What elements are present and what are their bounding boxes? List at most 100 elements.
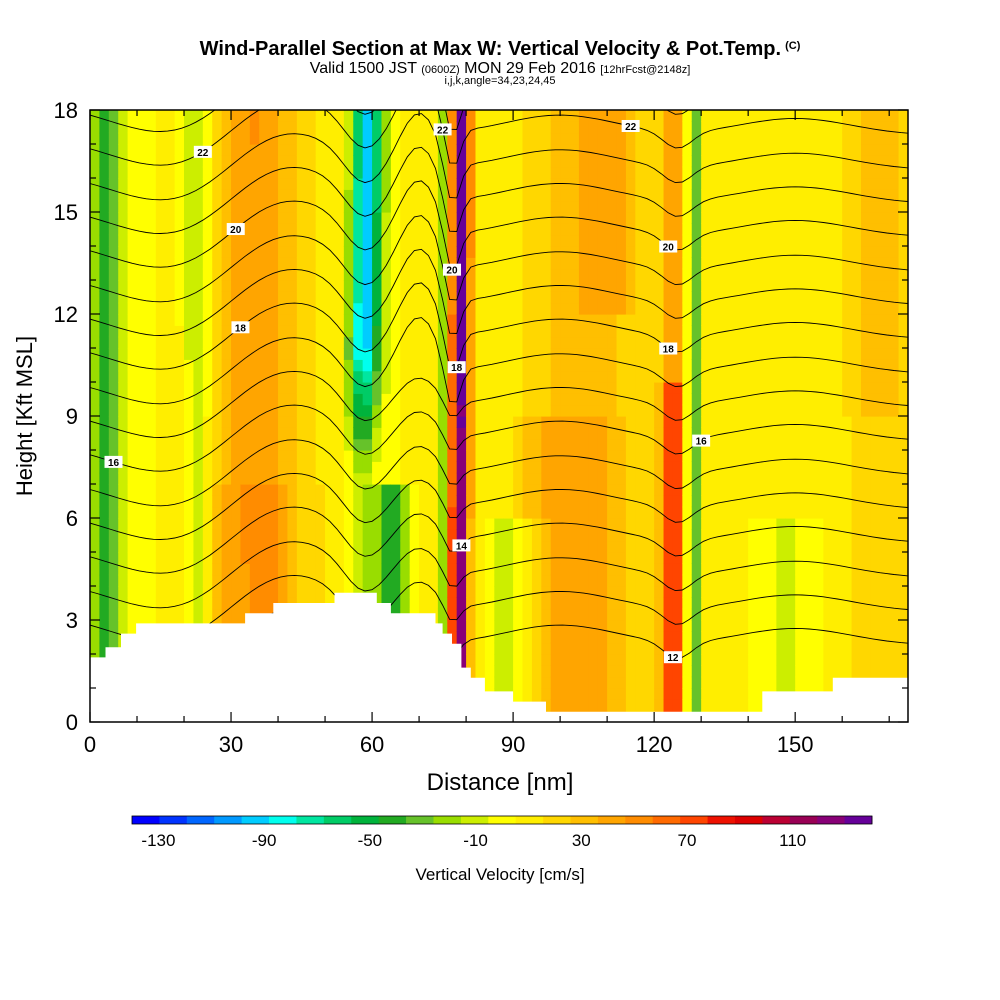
field-cell [221,563,232,576]
field-cell [343,484,354,496]
field-cell [870,472,881,485]
field-cell [663,450,674,462]
field-cell [353,506,364,519]
contour-label-text: 18 [235,323,247,334]
field-cell [212,132,223,145]
field-cell [259,212,270,224]
field-cell [785,416,796,428]
field-cell [898,246,908,258]
field-cell [644,178,655,190]
field-cell [315,472,326,485]
field-cell [541,642,552,655]
field-cell [635,212,646,224]
field-cell [729,325,740,338]
field-cell [795,234,806,247]
field-cell [766,472,777,485]
field-cell [343,461,354,474]
field-cell [842,631,853,644]
field-cell [494,246,505,258]
field-cell [494,166,505,179]
field-cell [616,132,627,145]
field-cell [597,370,608,383]
field-cell [682,121,693,134]
field-cell [701,665,712,678]
field-cell [212,280,223,292]
field-cell [249,280,260,292]
field-cell [635,438,646,451]
field-cell [729,574,740,587]
field-cell [738,336,749,349]
field-cell [456,314,467,326]
field-cell [99,597,110,610]
field-cell [249,416,260,428]
field-cell [108,291,119,304]
field-cell [419,257,430,270]
field-cell [221,495,232,508]
field-cell [860,302,871,315]
field-cell [503,552,514,564]
contour-label: 20 [659,240,678,254]
field-cell [889,608,900,621]
field-cell [663,665,674,678]
field-cell [701,132,712,145]
field-cell [99,257,110,270]
field-cell [268,280,279,292]
field-cell [795,506,806,519]
field-cell [259,563,270,576]
field-cell [710,472,721,485]
field-cell [475,268,486,281]
field-cell [776,280,787,292]
field-cell [419,484,430,496]
field-cell [766,586,777,598]
field-cell [127,472,138,485]
field-cell [588,642,599,655]
field-cell [644,552,655,564]
field-cell [118,450,129,462]
field-cell [776,495,787,508]
field-cell [513,472,524,485]
field-cell [870,563,881,576]
field-cell [672,280,683,292]
field-cell [184,518,195,530]
field-cell [710,586,721,598]
field-cell [766,427,777,440]
field-cell [193,359,204,372]
field-cell [146,382,157,394]
field-cell [428,438,439,451]
field-cell [832,121,843,134]
field-cell [719,586,730,598]
field-cell [889,302,900,315]
field-cell [362,529,373,542]
field-cell [550,155,561,168]
field-cell [654,302,665,315]
field-cell [306,212,317,224]
field-cell [738,359,749,372]
field-cell [315,506,326,519]
field-cell [484,676,495,689]
field-cell [644,246,655,258]
field-cell [409,280,420,292]
field-cell [654,348,665,360]
field-cell [400,404,411,417]
field-cell [437,563,448,576]
field-cell [221,336,232,349]
field-cell [785,552,796,564]
field-cell [184,110,195,122]
field-cell [813,495,824,508]
field-cell [748,438,759,451]
field-cell [437,291,448,304]
field-cell [494,416,505,428]
field-cell [381,438,392,451]
field-cell [776,620,787,632]
field-cell [466,506,477,519]
field-cell [99,427,110,440]
field-cell [137,110,148,122]
field-cell [879,291,890,304]
field-cell [165,586,176,598]
field-cell [644,393,655,406]
field-cell [390,518,401,530]
field-cell [701,314,712,326]
field-cell [682,427,693,440]
field-cell [766,393,777,406]
field-cell [870,574,881,587]
